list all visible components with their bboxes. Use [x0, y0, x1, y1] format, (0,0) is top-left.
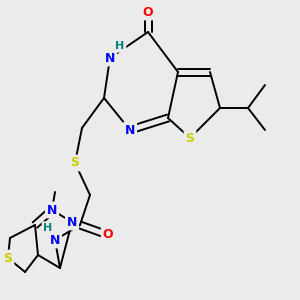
Text: S: S	[70, 157, 80, 169]
Text: O: O	[143, 5, 153, 19]
Text: H: H	[44, 223, 52, 233]
Text: N: N	[47, 203, 57, 217]
Text: N: N	[67, 215, 77, 229]
Text: H: H	[116, 41, 124, 51]
Text: S: S	[4, 251, 13, 265]
Text: S: S	[185, 131, 194, 145]
Text: N: N	[50, 233, 60, 247]
Text: N: N	[105, 52, 115, 64]
Text: O: O	[103, 229, 113, 242]
Text: N: N	[125, 124, 135, 136]
